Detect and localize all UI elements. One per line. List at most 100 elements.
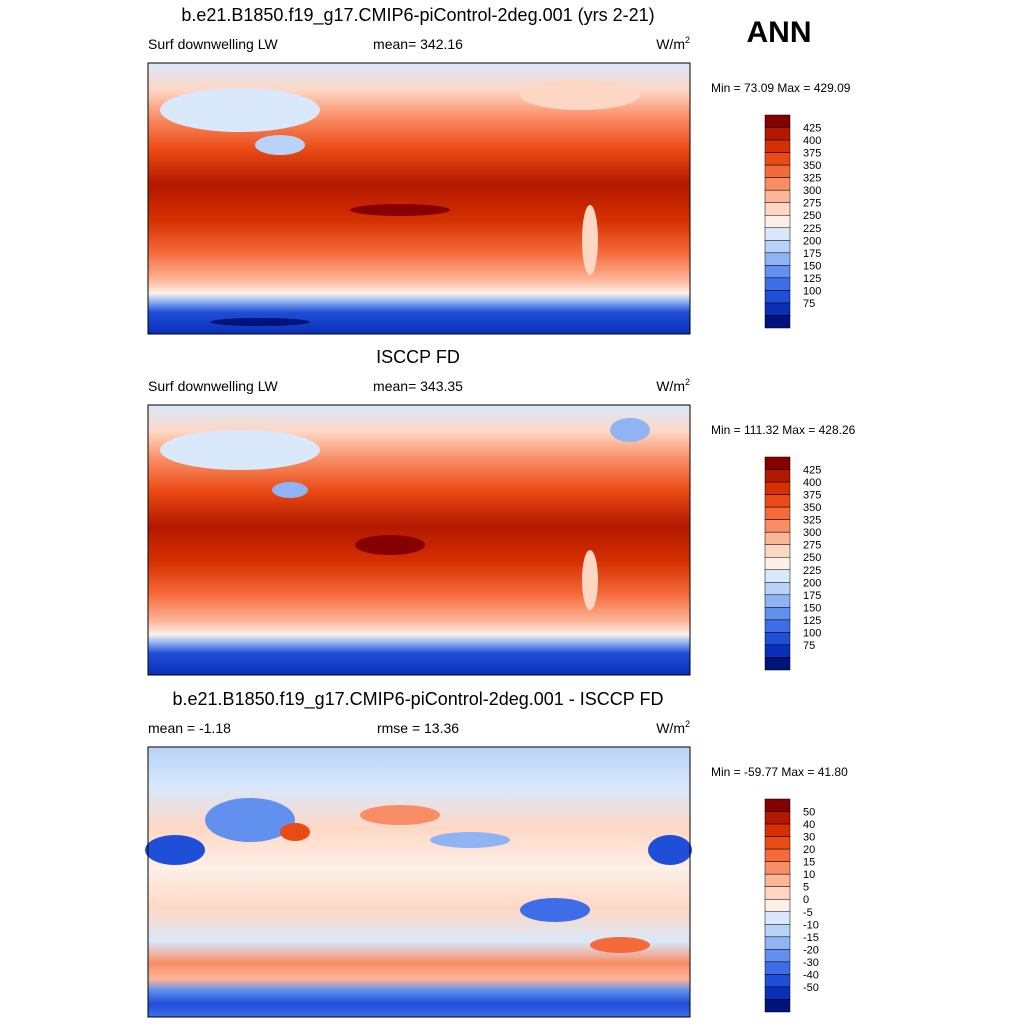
center-label: mean= 342.16 bbox=[373, 36, 463, 52]
panel-title: b.e21.B1850.f19_g17.CMIP6-piControl-2deg… bbox=[173, 689, 664, 710]
colorbar-label: 225 bbox=[803, 565, 821, 577]
colorbar-box bbox=[764, 898, 791, 913]
map-2 bbox=[147, 404, 691, 676]
colorbar-box bbox=[764, 290, 791, 304]
colorbar-label: 0 bbox=[803, 894, 809, 906]
colorbar-box bbox=[764, 836, 791, 850]
colorbar-box bbox=[764, 302, 791, 316]
colorbar-label: 250 bbox=[803, 552, 821, 564]
colorbar-box bbox=[764, 177, 791, 191]
colorbar-label: 425 bbox=[803, 465, 821, 477]
colorbar-box bbox=[764, 152, 791, 166]
colorbar-label: -15 bbox=[803, 932, 819, 944]
colorbar-box bbox=[764, 456, 791, 470]
colorbar-box bbox=[764, 911, 791, 925]
units-superscript: 2 bbox=[685, 719, 690, 729]
map-1 bbox=[147, 62, 691, 335]
colorbar-label: 150 bbox=[803, 602, 821, 614]
colorbar-label: 100 bbox=[803, 285, 821, 297]
colorbar-label: 400 bbox=[803, 477, 821, 489]
colorbar-box bbox=[764, 265, 791, 279]
colorbar-box bbox=[764, 936, 791, 950]
colorbar-box bbox=[764, 214, 791, 229]
colorbar-label: 325 bbox=[803, 515, 821, 527]
colorbar-label: 275 bbox=[803, 198, 821, 210]
units-text: W/m bbox=[656, 378, 685, 394]
colorbar-box bbox=[764, 961, 791, 975]
colorbar-label: 50 bbox=[803, 807, 815, 819]
colorbar-box bbox=[764, 139, 791, 153]
colorbar-label: 175 bbox=[803, 590, 821, 602]
colorbar-box bbox=[764, 619, 791, 633]
colorbar-box bbox=[764, 252, 791, 266]
colorbar-box bbox=[764, 823, 791, 837]
colorbar-box bbox=[764, 481, 791, 495]
colorbar-label: 250 bbox=[803, 210, 821, 222]
center-label: rmse = 13.36 bbox=[377, 720, 459, 736]
colorbar-label: 5 bbox=[803, 882, 809, 894]
units-superscript: 2 bbox=[685, 377, 690, 387]
colorbar-box bbox=[764, 494, 791, 508]
colorbar-box bbox=[764, 556, 791, 571]
colorbar-label: 40 bbox=[803, 819, 815, 831]
colorbar-label: 375 bbox=[803, 490, 821, 502]
colorbar-box bbox=[764, 657, 791, 671]
colorbar-label: 75 bbox=[803, 298, 815, 310]
colorbar-box bbox=[764, 202, 791, 216]
colorbar-label: 400 bbox=[803, 135, 821, 147]
colorbar-label: 10 bbox=[803, 869, 815, 881]
min-max: Min = 111.32 Max = 428.26 bbox=[711, 423, 856, 437]
center-label: mean= 343.35 bbox=[373, 378, 463, 394]
colorbar-box bbox=[764, 924, 791, 938]
colorbar-box bbox=[764, 164, 791, 178]
colorbar-box bbox=[764, 127, 791, 141]
units-text: W/m bbox=[656, 720, 685, 736]
colorbar-label: 200 bbox=[803, 577, 821, 589]
colorbar-label: 125 bbox=[803, 615, 821, 627]
colorbar-box bbox=[764, 189, 791, 203]
units: W/m2 bbox=[656, 377, 690, 394]
colorbar-label: 15 bbox=[803, 857, 815, 869]
colorbar-label: 300 bbox=[803, 185, 821, 197]
colorbar-box bbox=[764, 506, 791, 520]
colorbar-box bbox=[764, 861, 791, 875]
colorbar-box bbox=[764, 582, 791, 596]
colorbar-box bbox=[764, 240, 791, 254]
colorbar-label: 175 bbox=[803, 248, 821, 260]
colorbar-label: 225 bbox=[803, 223, 821, 235]
colorbar-label: 325 bbox=[803, 173, 821, 185]
colorbar-box bbox=[764, 644, 791, 658]
left-label: mean = -1.18 bbox=[148, 720, 231, 736]
left-label: Surf downwelling LW bbox=[148, 378, 278, 394]
colorbar-box bbox=[764, 114, 791, 128]
colorbar-box bbox=[764, 886, 791, 900]
colorbar-label: 425 bbox=[803, 123, 821, 135]
colorbar-label: 30 bbox=[803, 832, 815, 844]
colorbar-box bbox=[764, 531, 791, 545]
colorbar-box bbox=[764, 277, 791, 291]
colorbar-box bbox=[764, 607, 791, 621]
colorbar-box bbox=[764, 569, 791, 583]
colorbar-box bbox=[764, 469, 791, 483]
colorbar-label: 350 bbox=[803, 502, 821, 514]
colorbar-label: -40 bbox=[803, 969, 819, 981]
colorbar-box bbox=[764, 811, 791, 825]
panel-title: b.e21.B1850.f19_g17.CMIP6-piControl-2deg… bbox=[181, 5, 654, 26]
units-superscript: 2 bbox=[685, 35, 690, 45]
colorbar-label: 75 bbox=[803, 640, 815, 652]
colorbar-label: 150 bbox=[803, 260, 821, 272]
colorbar-box bbox=[764, 873, 791, 887]
colorbar-label: 350 bbox=[803, 160, 821, 172]
colorbar-label: 300 bbox=[803, 527, 821, 539]
colorbar-label: -50 bbox=[803, 982, 819, 994]
colorbar-box bbox=[764, 544, 791, 558]
colorbar-box bbox=[764, 986, 791, 1000]
colorbar-box bbox=[764, 632, 791, 646]
units-text: W/m bbox=[656, 36, 685, 52]
colorbar-label: 375 bbox=[803, 148, 821, 160]
colorbar-box bbox=[764, 949, 791, 963]
colorbar-label: 125 bbox=[803, 273, 821, 285]
min-max: Min = -59.77 Max = 41.80 bbox=[711, 765, 848, 779]
panel-title: ISCCP FD bbox=[376, 347, 460, 367]
map-3 bbox=[145, 746, 692, 1018]
